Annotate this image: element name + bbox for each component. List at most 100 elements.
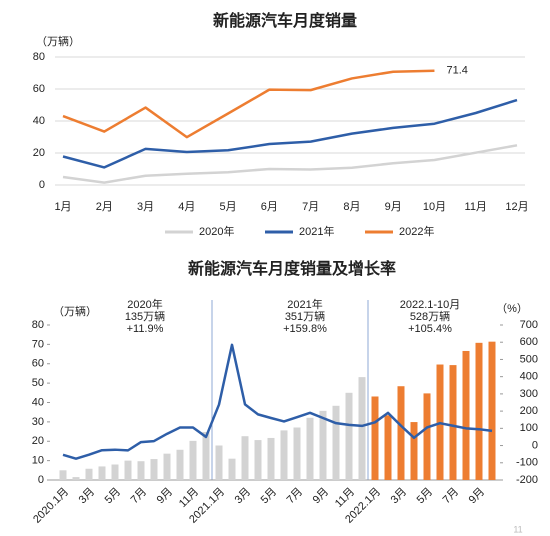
annotation: +105.4% (408, 323, 452, 335)
bar (306, 417, 314, 480)
x-tick-label: 2020.1月 (31, 486, 71, 526)
bar (72, 477, 80, 480)
x-tick-label: 9月 (155, 486, 176, 507)
x-tick-label: 4月 (178, 201, 195, 213)
y-axis-label: （万辆） (53, 304, 97, 318)
y2-tick-label: -200 (516, 474, 538, 486)
x-tick-label: 5月 (103, 486, 124, 507)
y-tick-label: 20 (32, 435, 44, 447)
bar (215, 445, 223, 480)
bar (384, 415, 392, 480)
bar (293, 427, 301, 480)
bar (462, 350, 470, 480)
annotation: 2020年 (127, 297, 162, 311)
y2-tick-label: 600 (520, 336, 538, 348)
x-tick-label: 10月 (423, 201, 446, 213)
x-tick-label: 9月 (467, 486, 488, 507)
annotation: 2022.1-10月 (400, 299, 461, 311)
x-tick-label: 5月 (259, 486, 280, 507)
y2-tick-label: 500 (520, 353, 538, 365)
bar (228, 458, 236, 480)
bar (449, 365, 457, 480)
x-tick-label: 12月 (505, 201, 528, 213)
bar (475, 342, 483, 480)
annotation: 2021年 (287, 297, 322, 311)
line (62, 69, 435, 139)
y2-tick-label: 400 (520, 371, 538, 383)
y-tick-label: 60 (32, 358, 44, 370)
bar (345, 392, 353, 480)
legend-label: 2022年 (399, 224, 434, 238)
x-tick-label: 7月 (129, 486, 150, 507)
y-tick-label: 40 (33, 115, 45, 127)
y-tick-label: 40 (32, 396, 44, 408)
annotation: 528万辆 (410, 309, 450, 323)
y-tick-label: 0 (39, 179, 45, 191)
bar (267, 437, 275, 480)
bar (397, 386, 405, 480)
x-tick-label: 8月 (343, 201, 360, 213)
legend-label: 2020年 (199, 224, 234, 238)
y-tick-label: 60 (33, 83, 45, 95)
page-number: 11 (513, 524, 522, 534)
y-tick-label: 80 (32, 319, 44, 331)
x-tick-label: 1月 (54, 201, 71, 213)
bar (332, 405, 340, 480)
x-tick-label: 7月 (302, 201, 319, 213)
x-tick-label: 6月 (261, 201, 278, 213)
x-tick-label: 3月 (233, 486, 254, 507)
bar (189, 440, 197, 480)
x-tick-label: 5月 (415, 486, 436, 507)
bar (111, 464, 119, 480)
bar (423, 393, 431, 480)
x-tick-label: 3月 (137, 201, 154, 213)
y-axis-label: （万辆） (36, 34, 80, 48)
y2-tick-label: -100 (516, 457, 538, 469)
annotation: 351万辆 (285, 309, 325, 323)
x-tick-label: 3月 (77, 486, 98, 507)
line (62, 98, 518, 169)
x-tick-label: 11月 (465, 201, 487, 213)
bar (98, 466, 106, 480)
y2-tick-label: 100 (520, 422, 538, 434)
y2-tick-label: 300 (520, 388, 538, 400)
line (62, 144, 518, 184)
annotation: 135万辆 (125, 309, 165, 323)
y-tick-label: 0 (38, 474, 44, 486)
x-tick-label: 7月 (441, 486, 462, 507)
bar (358, 377, 366, 480)
bar (254, 440, 262, 480)
bar (371, 396, 379, 480)
y2-tick-label: 200 (520, 405, 538, 417)
bar (137, 461, 145, 480)
bar (150, 459, 158, 480)
x-tick-label: 9月 (385, 201, 402, 213)
bar (124, 460, 132, 480)
bar (280, 430, 288, 480)
x-tick-label: 2月 (96, 201, 113, 213)
y2-tick-label: 700 (520, 319, 538, 331)
x-tick-label: 5月 (220, 201, 237, 213)
bar (163, 453, 171, 480)
bar (241, 436, 249, 480)
x-tick-label: 3月 (389, 486, 410, 507)
x-tick-label: 9月 (311, 486, 332, 507)
bar (202, 431, 210, 480)
y-tick-label: 80 (33, 51, 45, 63)
y-tick-label: 30 (32, 416, 44, 428)
y-tick-label: 50 (32, 377, 44, 389)
line (62, 343, 493, 460)
annotation: +11.9% (127, 323, 164, 335)
legend-label: 2021年 (299, 224, 334, 238)
bar (85, 468, 93, 480)
bar (176, 449, 184, 480)
chart-title: 新能源汽车月度销量 (213, 11, 357, 30)
y2-axis-label: （%） (496, 302, 528, 315)
y-tick-label: 20 (33, 147, 45, 159)
data-label: 71.4 (446, 65, 467, 77)
bar (410, 422, 418, 480)
y-tick-label: 10 (32, 455, 44, 467)
y2-tick-label: 0 (532, 439, 538, 451)
chart-title: 新能源汽车月度销量及增长率 (188, 259, 396, 278)
